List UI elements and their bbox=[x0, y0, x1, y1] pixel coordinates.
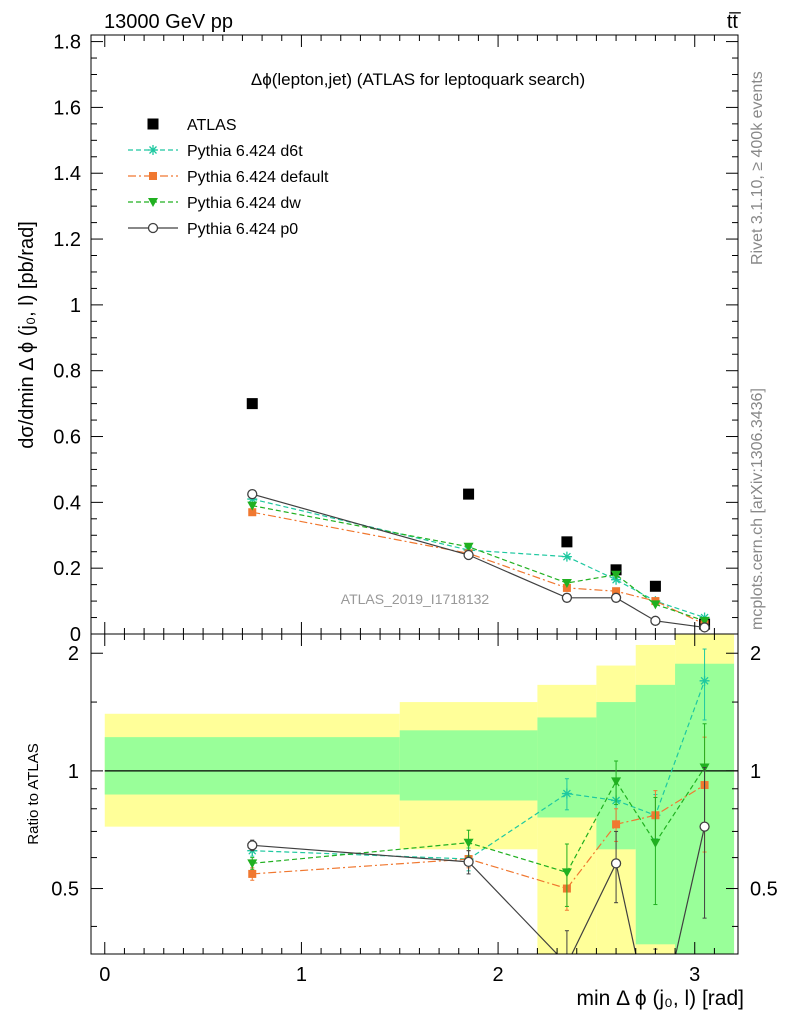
y-tick-label: 0.2 bbox=[53, 558, 81, 580]
data-point bbox=[246, 398, 258, 410]
series-pythia-6-424-p0 bbox=[247, 488, 710, 633]
data-point bbox=[463, 542, 474, 552]
ratio-point bbox=[699, 675, 710, 686]
data-point bbox=[612, 587, 621, 596]
ratio-point bbox=[463, 838, 474, 848]
data-point bbox=[561, 592, 573, 603]
ratio-point bbox=[561, 868, 572, 878]
legend-marker bbox=[148, 145, 158, 155]
y-tick-label: 0.5 bbox=[51, 879, 79, 901]
data-point bbox=[463, 488, 475, 500]
analysis-watermark: ATLAS_2019_I1718132 bbox=[341, 591, 490, 607]
ratio-point bbox=[463, 856, 474, 868]
data-point bbox=[463, 549, 474, 561]
data-point bbox=[610, 564, 622, 576]
y-tick-label: 1.8 bbox=[53, 32, 81, 54]
energy-label: 13000 GeV pp bbox=[104, 11, 233, 33]
y-tick-label-right: 1 bbox=[750, 761, 761, 783]
ratio-series-pythia-6-424-p0 bbox=[247, 767, 710, 969]
main-title: Δϕ(lepton,jet) (ATLAS for leptoquark sea… bbox=[251, 70, 585, 89]
legend: ATLAS Pythia 6.424 d6t Pythia 6.424 defaul… bbox=[128, 117, 329, 238]
y-tick-label-right: 2 bbox=[750, 643, 761, 665]
y-tick-label: 0.6 bbox=[53, 427, 81, 449]
legend-entry-pythia-6-424-dw: Pythia 6.424 dw bbox=[128, 195, 301, 212]
data-point bbox=[561, 578, 572, 588]
data-point bbox=[248, 508, 257, 517]
legend-label: Pythia 6.424 default bbox=[187, 169, 329, 186]
legend-marker bbox=[148, 198, 158, 207]
data-point bbox=[247, 488, 258, 500]
x-tick-label: 2 bbox=[493, 964, 504, 986]
x-tick-label: 0 bbox=[99, 964, 110, 986]
uncertainty-band-inner bbox=[399, 730, 538, 801]
ratio-point bbox=[612, 820, 621, 829]
y-tick-label: 1 bbox=[68, 761, 79, 783]
y-tick-label: 0.4 bbox=[53, 492, 81, 514]
legend-entry-pythia-6-424-default: Pythia 6.424 default bbox=[128, 169, 329, 186]
x-tick-label: 3 bbox=[689, 964, 700, 986]
x-axis-label: min Δ ϕ (j₀, l) [rad] bbox=[576, 987, 744, 1010]
ratio-plot-frame bbox=[90, 633, 739, 955]
ratio-point bbox=[611, 777, 622, 787]
mcplots-label: mcplots.cern.ch [arXiv:1306.3436] bbox=[749, 388, 766, 630]
ratio-point bbox=[610, 858, 622, 869]
data-point bbox=[561, 536, 573, 548]
ratio-point bbox=[247, 840, 258, 851]
legend-label: Pythia 6.424 dw bbox=[187, 195, 301, 212]
x-tick-label: 1 bbox=[296, 964, 307, 986]
series-line-pythia-6-424-default bbox=[252, 511, 705, 625]
ratio-line-pythia-6-424-dw bbox=[252, 767, 706, 874]
uncertainty-band-inner bbox=[104, 737, 400, 795]
legend-entry-pythia-6-424-d6t: Pythia 6.424 d6t bbox=[128, 143, 303, 160]
ratio-line-pythia-6-424-default bbox=[252, 784, 705, 890]
y-tick-label-right: 0.5 bbox=[750, 879, 778, 901]
legend-marker bbox=[147, 118, 159, 130]
y-tick-label: 2 bbox=[68, 643, 79, 665]
data-point bbox=[650, 600, 661, 610]
main-y-axis-label: dσ/dmin Δ ϕ (j₀, l) [pb/rad] bbox=[16, 221, 38, 449]
data-point bbox=[699, 616, 710, 626]
legend-label: ATLAS bbox=[187, 117, 237, 134]
legend-marker bbox=[147, 222, 159, 234]
y-tick-label: 1.6 bbox=[53, 97, 81, 119]
legend-entry-atlas: ATLAS bbox=[147, 117, 237, 134]
data-point bbox=[610, 592, 622, 603]
legend-entry-pythia-6-424-p0: Pythia 6.424 p0 bbox=[128, 221, 298, 238]
ratio-point bbox=[561, 788, 572, 799]
data-point bbox=[561, 551, 572, 562]
process-label: tt̅ bbox=[727, 11, 741, 33]
ratio-line-pythia-6-424-p0 bbox=[252, 826, 706, 954]
data-point bbox=[650, 615, 661, 626]
data-point bbox=[649, 580, 661, 592]
series-pythia-6-424-dw bbox=[247, 501, 710, 626]
series-line-pythia-6-424-d6t bbox=[252, 498, 705, 619]
legend-marker bbox=[149, 172, 157, 180]
legend-label: Pythia 6.424 d6t bbox=[187, 143, 303, 160]
rivet-version-label: Rivet 3.1.10, ≥ 400k events bbox=[749, 71, 766, 265]
ratio-point bbox=[562, 960, 571, 969]
series-pythia-6-424-default bbox=[248, 508, 709, 629]
ratio-point bbox=[247, 859, 258, 869]
main-plot-panel: 0 0.2 0.4 0.6 0.8 1 1.2 1.4 1.6 1.8 Δϕ(lepton,jet… bbox=[16, 32, 739, 646]
y-tick-label: 1.4 bbox=[53, 163, 81, 185]
data-point bbox=[247, 501, 258, 511]
series-line-pythia-6-424-p0 bbox=[252, 493, 705, 629]
ratio-plot-panel: 0 1 2 3 0.5 0.5 1 1 2 2 Ratio to ATLAS min Δ ϕ (j… bbox=[25, 633, 778, 1010]
ratio-point bbox=[650, 838, 661, 848]
legend-label: Pythia 6.424 p0 bbox=[187, 221, 298, 238]
y-tick-label: 0 bbox=[70, 624, 81, 646]
ratio-point bbox=[699, 821, 710, 832]
ratio-point bbox=[248, 869, 257, 878]
ratio-line-pythia-6-424-d6t bbox=[252, 680, 706, 860]
data-point bbox=[611, 570, 622, 580]
y-tick-label: 1.2 bbox=[53, 229, 81, 251]
series-line-pythia-6-424-dw bbox=[252, 505, 705, 622]
ratio-y-axis-label: Ratio to ATLAS bbox=[25, 743, 42, 844]
data-point bbox=[699, 622, 710, 633]
y-tick-label: 0.8 bbox=[53, 361, 81, 383]
y-tick-label: 1 bbox=[70, 295, 81, 317]
